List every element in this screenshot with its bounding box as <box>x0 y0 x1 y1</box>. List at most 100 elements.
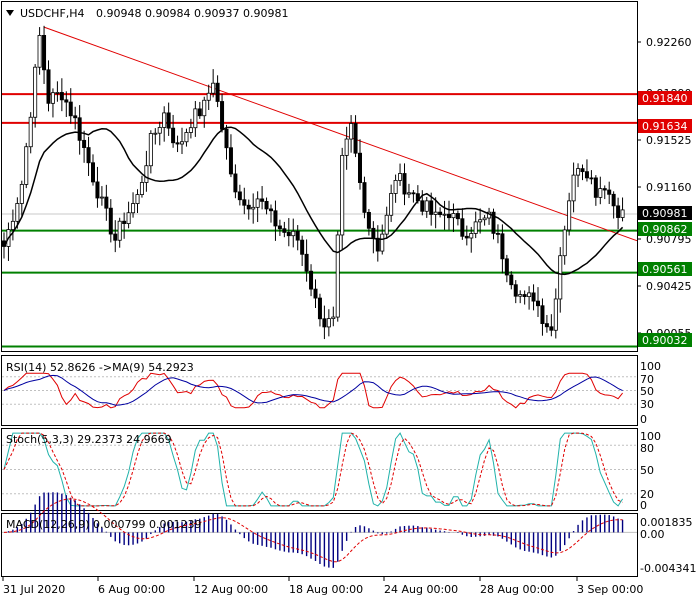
candle-body <box>402 173 407 195</box>
stoch-tick: 100 <box>640 430 661 443</box>
level-box-0 <box>638 91 692 105</box>
candle-body <box>304 253 309 272</box>
candle-body <box>562 229 567 257</box>
candle-body <box>95 181 100 199</box>
candle-body <box>286 232 291 237</box>
candle-body <box>215 82 220 102</box>
stoch-tick: 20 <box>640 488 654 501</box>
time-label: 3 Sep 00:00 <box>577 583 643 596</box>
candle-body <box>571 174 576 202</box>
candle-body <box>126 212 131 224</box>
rsi-ma-line <box>3 374 623 406</box>
candle-body <box>598 188 603 198</box>
candle-body <box>576 168 581 176</box>
candle-body <box>326 318 331 328</box>
candle-body <box>558 255 563 300</box>
candle-body <box>246 204 251 210</box>
stoch-tick: 0 <box>640 499 647 512</box>
time-label: 6 Aug 00:00 <box>98 583 165 596</box>
candle-body <box>504 258 509 276</box>
candle-body <box>349 123 354 140</box>
candle-body <box>28 116 33 148</box>
time-label: 18 Aug 00:00 <box>289 583 363 596</box>
rsi-line <box>3 372 623 409</box>
candle-body <box>91 162 96 183</box>
candle-body <box>357 152 362 183</box>
macd-tick: -0.004341 <box>640 562 696 575</box>
candle-body <box>540 305 545 325</box>
candle-body <box>398 173 403 181</box>
candle-body <box>82 139 87 148</box>
candle-body <box>131 203 136 214</box>
candle-body <box>375 237 380 252</box>
candle-body <box>344 138 349 156</box>
candle-body <box>99 196 104 199</box>
candle-body <box>607 189 612 195</box>
candle-body <box>411 192 416 195</box>
candle-body <box>420 200 425 212</box>
candle-body <box>268 208 273 212</box>
candle-body <box>580 168 585 173</box>
candle-body <box>224 128 229 149</box>
candle-body <box>500 233 505 260</box>
candle-body <box>242 199 247 206</box>
candle-body <box>264 200 269 210</box>
candle-body <box>282 228 287 233</box>
level-label-2: 0.90862 <box>642 223 688 236</box>
candle-body <box>197 108 202 117</box>
candle-body <box>331 316 336 320</box>
level-label-3: 0.90561 <box>642 263 688 276</box>
candle-body <box>37 35 42 68</box>
stoch-tick: 80 <box>640 442 654 455</box>
candle-body <box>451 213 456 219</box>
candle-body <box>536 300 541 307</box>
candle-body <box>380 233 385 252</box>
candle-body <box>104 196 109 209</box>
macd-label: MACD(12,26,9) 0.000799 0.001239 <box>6 518 202 531</box>
level-box-4 <box>638 333 692 347</box>
candle-body <box>68 101 73 117</box>
candle-body <box>469 233 474 239</box>
stoch-signal-line <box>3 432 623 507</box>
candle-body <box>620 209 625 218</box>
candle-body <box>291 230 296 237</box>
candle-body <box>237 191 242 201</box>
candle-body <box>153 132 158 135</box>
price-tick: 0.91525 <box>646 134 692 147</box>
rsi-tick: 50 <box>640 385 654 398</box>
level-box-3 <box>638 262 692 276</box>
current-price-label: 0.90981 <box>642 207 688 220</box>
candle-body <box>113 233 118 241</box>
candle-body <box>251 206 256 210</box>
candle-body <box>73 115 78 119</box>
macd-signal-line <box>3 498 623 563</box>
candle-body <box>584 171 589 179</box>
candle-body <box>50 92 55 104</box>
candle-body <box>522 294 527 297</box>
candle-body <box>389 193 394 216</box>
candle-body <box>273 210 278 227</box>
candle-body <box>260 198 265 202</box>
candle-body <box>179 141 184 145</box>
candle-body <box>491 211 496 234</box>
main-panel-frame <box>1 1 638 352</box>
candle-body <box>117 220 122 241</box>
candle-body <box>193 108 198 129</box>
candle-body <box>108 207 113 235</box>
candle-body <box>362 182 367 213</box>
candle-body <box>371 227 376 239</box>
candle-body <box>518 294 523 297</box>
plot-layer <box>2 25 638 568</box>
stoch-tick: 50 <box>640 464 654 477</box>
rsi-tick: 0 <box>640 413 647 426</box>
candle-body <box>366 211 371 229</box>
candle-body <box>335 234 340 318</box>
candle-body <box>602 188 607 191</box>
time-label: 24 Aug 00:00 <box>384 583 458 596</box>
collapse-triangle-icon[interactable] <box>6 10 14 16</box>
candle-body <box>55 92 60 94</box>
candle-body <box>313 288 318 299</box>
candle-body <box>42 35 47 71</box>
